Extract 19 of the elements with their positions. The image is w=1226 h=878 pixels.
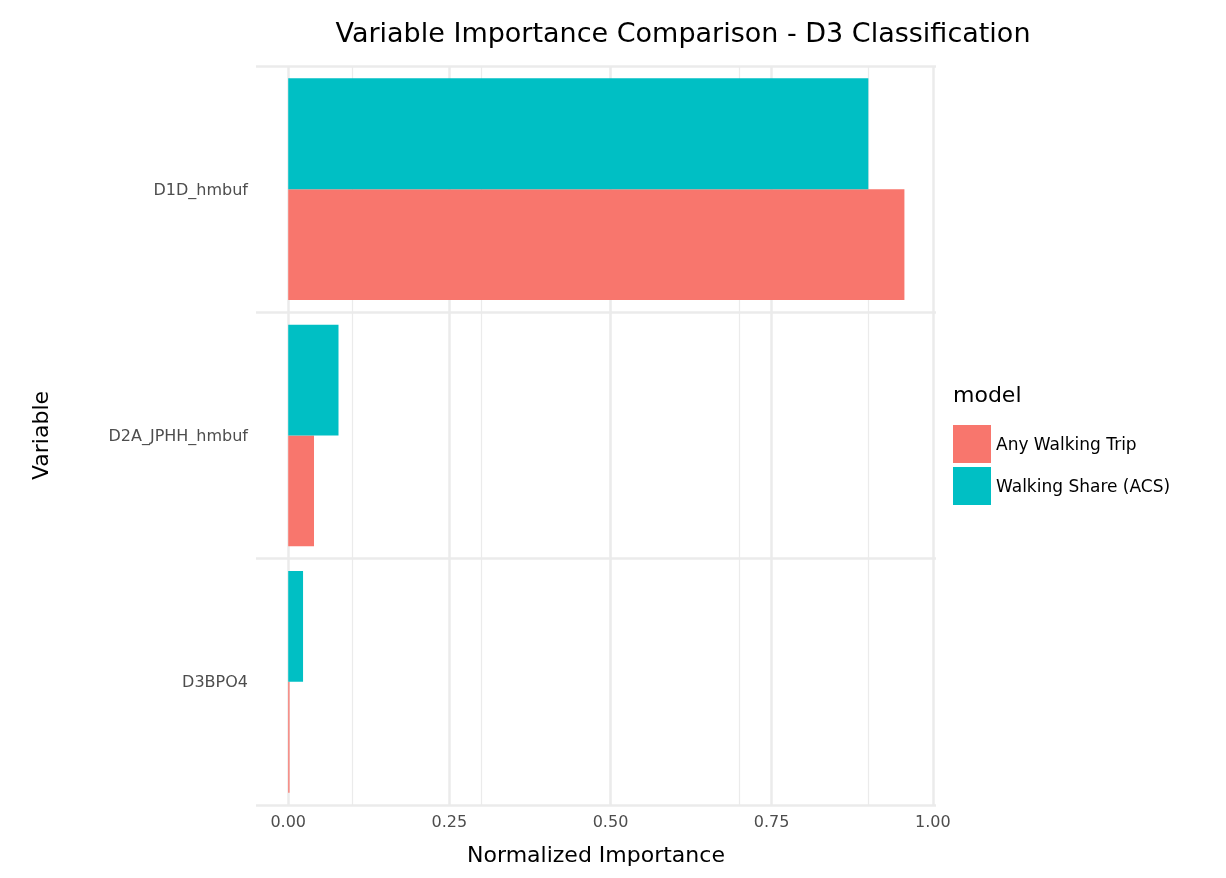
x-axis-title: Normalized Importance <box>467 841 725 867</box>
y-tick-label: D3BPO4 <box>182 672 248 692</box>
bar <box>288 435 315 547</box>
y-axis-title: Variable <box>27 390 53 481</box>
x-tick-label: 1.00 <box>914 811 951 831</box>
x-tick-label: 0.00 <box>270 811 307 831</box>
bar <box>288 189 905 301</box>
bar <box>288 78 869 190</box>
legend-title: model <box>953 381 1022 407</box>
x-tick-label: 0.25 <box>431 811 468 831</box>
chart-title: Variable Importance Comparison - D3 Classification <box>335 17 1031 48</box>
bar <box>288 570 304 682</box>
x-tick-label: 0.50 <box>592 811 629 831</box>
legend-label: Walking Share (ACS) <box>996 476 1171 496</box>
y-tick-label: D2A_JPHH_hmbuf <box>108 426 249 446</box>
legend-label: Any Walking Trip <box>996 434 1137 454</box>
x-tick-label: 0.75 <box>753 811 790 831</box>
bar <box>288 324 339 436</box>
y-tick-label: D1D_hmbuf <box>153 179 249 200</box>
